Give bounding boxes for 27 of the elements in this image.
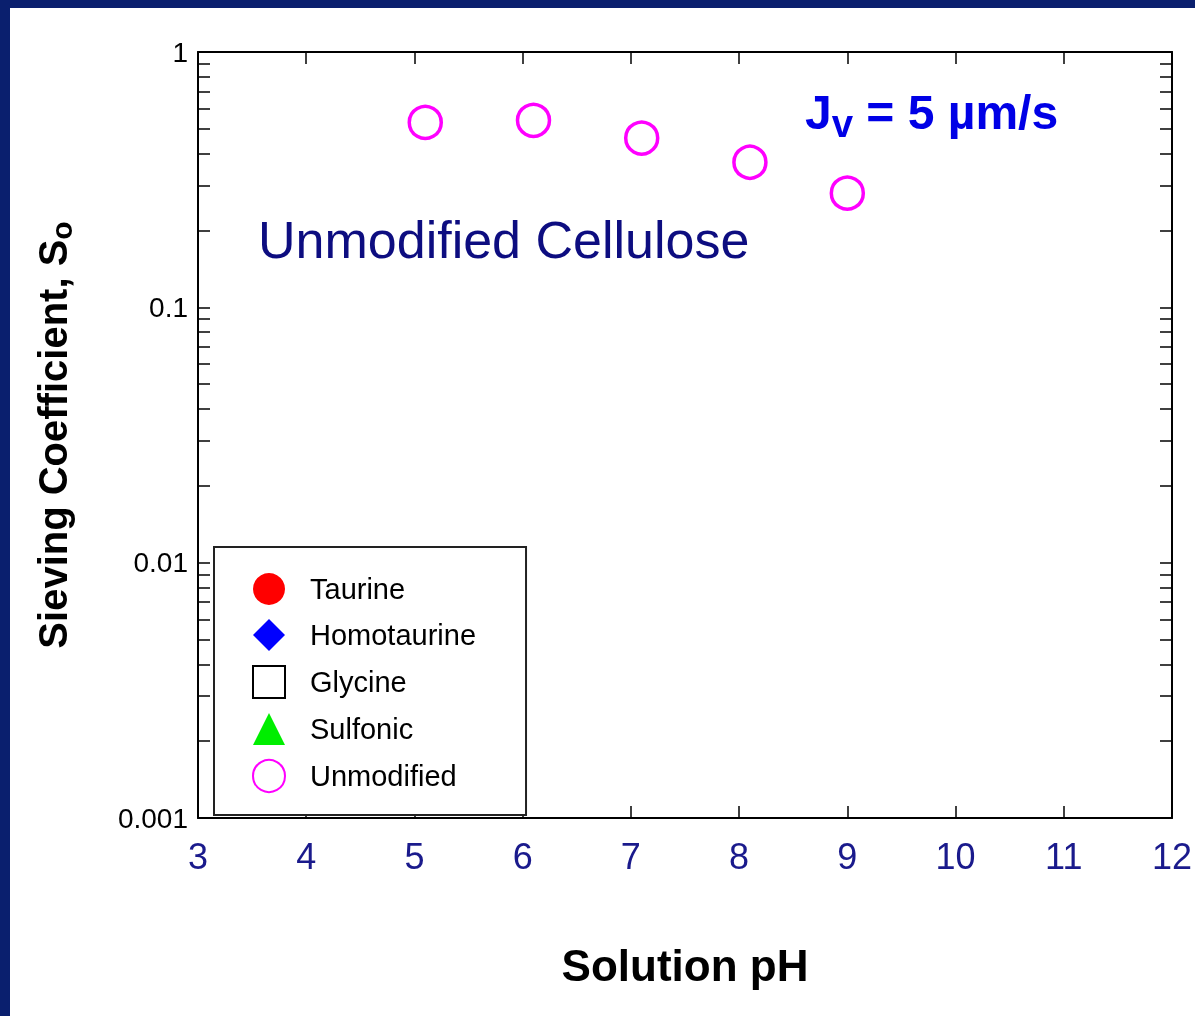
point (623, 120, 660, 156)
x-tick-label: 4 (296, 835, 317, 877)
legend-label: Taurine (310, 573, 406, 605)
annotation: Unmodified Cellulose (258, 211, 750, 269)
y-tick-label: 0.01 (133, 547, 188, 579)
x-tick-label: 6 (512, 835, 533, 877)
x-tick-label: 8 (729, 835, 750, 877)
x-tick-label: 5 (404, 835, 425, 877)
legend-label: Sulfonic (310, 713, 414, 745)
y-axis-title: Sieving Coefficient, So (31, 221, 78, 649)
x-tick-label: 10 (935, 835, 976, 877)
x-axis-title: Solution pH (561, 940, 809, 990)
legend-label: Unmodified (310, 760, 457, 792)
x-tick-label: 3 (187, 835, 209, 877)
legend-label: Glycine (310, 666, 407, 698)
x-tick-label: 7 (620, 835, 641, 877)
legend-label: Homotaurine (310, 619, 477, 651)
point (732, 144, 768, 180)
x-tick-label: 9 (837, 835, 858, 877)
y-tick-label: 0.1 (149, 291, 188, 323)
y-tick-label: 0.001 (117, 802, 188, 834)
point (407, 104, 444, 141)
y-tick-label: 1 (172, 36, 188, 68)
x-tick-label: 11 (1045, 835, 1083, 877)
point (515, 102, 552, 139)
point (829, 175, 866, 211)
x-tick-label: 12 (1151, 835, 1192, 877)
